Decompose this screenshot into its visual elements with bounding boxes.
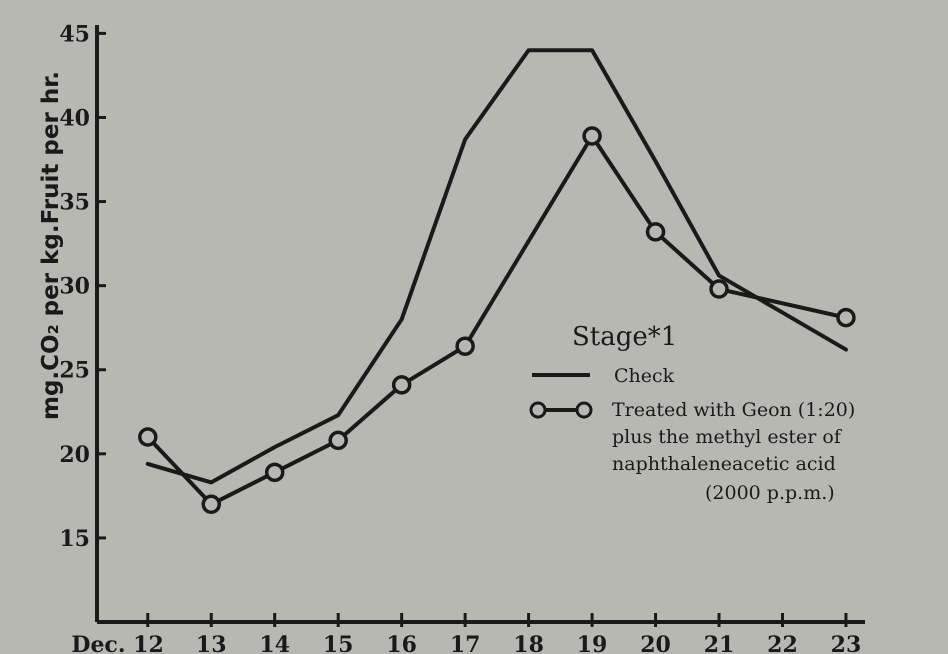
- legend-title: Stage*1: [572, 322, 677, 352]
- x-tick-label: 16: [386, 632, 417, 654]
- legend-treated-swatch: [529, 401, 593, 419]
- data-point-treated: [201, 494, 221, 515]
- y-tick-label: 40: [59, 105, 90, 131]
- y-tick-label: 45: [59, 21, 90, 47]
- data-point-treated: [582, 126, 602, 146]
- x-tick-label: 20: [640, 632, 671, 654]
- x-tick-label: 18: [513, 632, 544, 654]
- y-axis-title: mg.CO₂ per kg.Fruit per hr.: [38, 71, 64, 420]
- data-point-treated: [264, 462, 285, 483]
- legend: Stage*1 Check Treated with Geon (1:20) p…: [529, 322, 855, 504]
- series-line-check: [145, 48, 848, 485]
- x-tick-label: 19: [577, 632, 608, 654]
- y-tick-label: 20: [59, 442, 90, 468]
- y-tick-label: 35: [59, 190, 90, 216]
- y-ticks: 15 20 25 30 35 40 45: [59, 21, 106, 552]
- data-point-treated: [455, 336, 475, 356]
- data-point-treated: [709, 279, 729, 299]
- x-tick-label: 13: [196, 632, 227, 654]
- data-point-treated: [836, 307, 856, 328]
- x-tick-label: 23: [831, 632, 862, 654]
- series-line-treated: [145, 133, 848, 507]
- legend-treated-label-line-1: Treated with Geon (1:20): [612, 399, 855, 421]
- x-tick-label: 22: [767, 632, 798, 654]
- x-tick-label: 21: [704, 632, 735, 654]
- y-tick-label: 15: [59, 526, 90, 552]
- x-tick-label: 17: [450, 632, 481, 654]
- data-point-treated: [138, 427, 158, 447]
- x-tick-label: 14: [259, 632, 290, 654]
- x-tick-label: 15: [323, 632, 354, 654]
- series-layer: [138, 48, 856, 515]
- data-point-treated: [391, 375, 412, 395]
- y-tick-label: 30: [59, 274, 90, 300]
- x-ticks: Dec. 12 13 14 15 16 17 18 19 20 21 22 23: [71, 613, 861, 654]
- axes: [95, 25, 865, 624]
- data-point-treated: [645, 222, 666, 242]
- legend-check-label: Check: [614, 365, 675, 387]
- legend-treated-label-line-3: naphthaleneacetic acid: [612, 453, 836, 475]
- legend-treated-label-line-2: plus the methyl ester of: [612, 426, 843, 448]
- y-tick-label: 25: [59, 358, 90, 384]
- data-point-treated: [328, 430, 348, 451]
- legend-treated-label-line-4: (2000 p.p.m.): [705, 482, 835, 504]
- x-tick-label: Dec. 12: [71, 632, 163, 654]
